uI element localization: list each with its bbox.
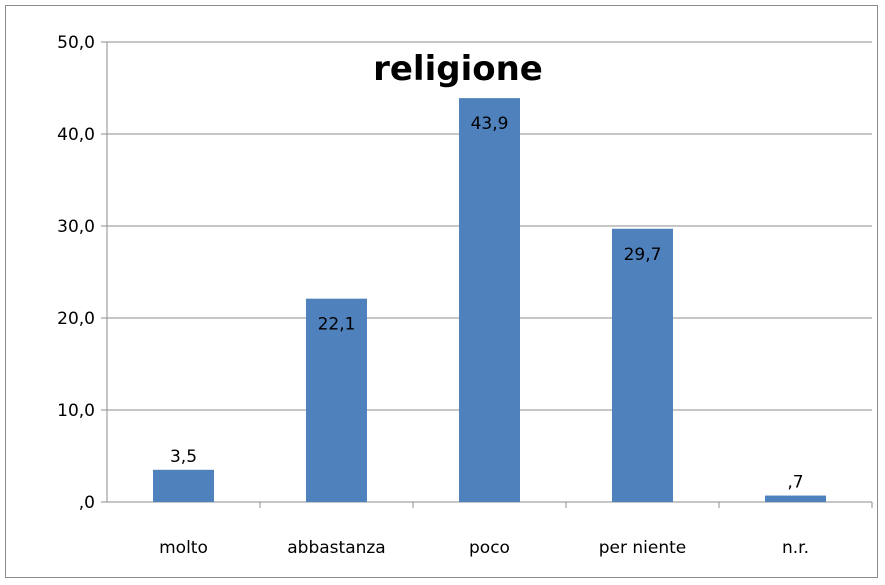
y-tick-label: 30,0 xyxy=(57,217,95,237)
data-label: ,7 xyxy=(787,473,803,493)
y-tick-label: ,0 xyxy=(79,493,95,513)
bars xyxy=(153,98,826,503)
chart-title: religione xyxy=(373,49,543,89)
chart-frame xyxy=(5,5,878,578)
y-tick-label: 50,0 xyxy=(57,33,95,53)
bar-poco xyxy=(459,98,520,503)
bar-n-r xyxy=(765,495,826,502)
y-axis: ,0 10,0 20,0 30,0 40,0 50,0 xyxy=(57,33,108,513)
y-tick-label: 40,0 xyxy=(57,125,95,145)
x-tick-label: molto xyxy=(159,538,208,558)
x-tick-label: abbastanza xyxy=(287,538,385,558)
x-tick-label: n.r. xyxy=(782,538,809,558)
data-label: 22,1 xyxy=(318,315,356,335)
y-tick-label: 10,0 xyxy=(57,401,95,421)
y-tick-label: 20,0 xyxy=(57,309,95,329)
data-label: 29,7 xyxy=(624,245,662,265)
bar-molto xyxy=(153,469,214,502)
data-label: 3,5 xyxy=(170,447,197,467)
x-tick-label: per niente xyxy=(599,538,687,558)
x-tick-label: poco xyxy=(469,538,510,558)
bar-abbastanza xyxy=(306,298,367,502)
data-labels: 3,5 22,1 43,9 29,7 ,7 xyxy=(170,114,804,492)
data-label: 43,9 xyxy=(471,114,509,134)
x-axis: molto abbastanza poco per niente n.r. xyxy=(107,501,873,558)
bar-per-niente xyxy=(612,228,673,502)
